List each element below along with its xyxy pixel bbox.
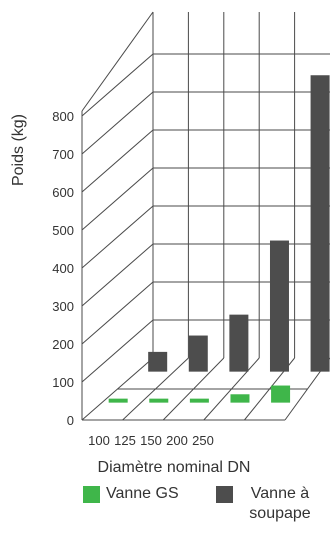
legend-label-vanne-a-soupape: Vanne à soupape — [249, 485, 311, 522]
x-axis-ticks: 100 125 150 200 250 — [88, 433, 214, 448]
gridlines — [81, 11, 330, 421]
bar-vanne-a-soupape-100 — [148, 351, 168, 372]
legend-swatch-vanne-a-soupape — [216, 486, 233, 503]
legend-item-vanne-gs: Vanne GS — [83, 484, 179, 504]
left-wall-top-edge — [81, 11, 154, 112]
y-tick-label-100: 100 — [52, 375, 74, 390]
legend: Vanne GS Vanne à soupape — [0, 484, 330, 548]
y-tick-label-300: 300 — [52, 299, 74, 314]
bar-vanne-gs-200 — [230, 394, 250, 403]
x-tick-label-125: 125 — [114, 433, 136, 448]
gridline-left-200 — [81, 281, 154, 345]
gridline-left-800 — [81, 53, 154, 117]
bar-vanne-gs-250 — [271, 385, 291, 403]
x-tick-label-100: 100 — [88, 433, 110, 448]
x-tick-label-200: 200 — [166, 433, 188, 448]
x-tick-label-250: 250 — [192, 433, 214, 448]
y-tick-label-800: 800 — [52, 109, 74, 124]
x-tick-label-150: 150 — [140, 433, 162, 448]
gridline-left-100 — [81, 319, 154, 383]
gridline-left-700 — [81, 91, 154, 155]
y-tick-label-500: 500 — [52, 223, 74, 238]
legend-label-vanne-gs: Vanne GS — [106, 485, 179, 502]
y-tick-label-200: 200 — [52, 337, 74, 352]
bar-vanne-a-soupape-125 — [188, 335, 208, 372]
bars — [108, 75, 330, 403]
bar-vanne-gs-100 — [108, 398, 128, 403]
y-tick-label-700: 700 — [52, 147, 74, 162]
y-axis-ticks: 0 100 200 300 400 500 600 700 800 — [52, 109, 74, 428]
y-tick-label-0: 0 — [67, 413, 74, 428]
y-axis-label: Poids (kg) — [10, 114, 27, 186]
gridline-left-500 — [81, 167, 154, 231]
x-axis-label: Diamètre nominal DN — [98, 459, 251, 476]
legend-item-vanne-a-soupape: Vanne à soupape — [216, 484, 326, 524]
bar-vanne-gs-125 — [149, 398, 169, 403]
legend-swatch-vanne-gs — [83, 486, 100, 503]
bar-vanne-a-soupape-150 — [229, 314, 249, 372]
gridline-left-600 — [81, 129, 154, 193]
bar-vanne-a-soupape-200 — [269, 240, 289, 372]
gridline-left-300 — [81, 243, 154, 307]
gridline-left-400 — [81, 205, 154, 269]
bar-vanne-a-soupape-250 — [310, 75, 330, 372]
y-tick-label-400: 400 — [52, 261, 74, 276]
y-tick-label-600: 600 — [52, 185, 74, 200]
bar-vanne-gs-150 — [189, 398, 209, 403]
